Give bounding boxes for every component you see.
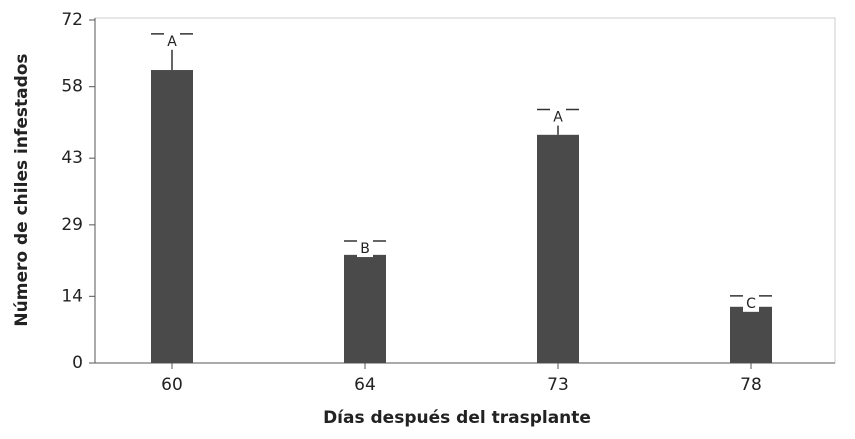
letter-bg xyxy=(550,107,566,126)
y-tick-label: 58 xyxy=(61,77,83,97)
significance-letter: C xyxy=(746,296,756,312)
letter-bg xyxy=(357,239,373,258)
plot-frame xyxy=(94,17,836,364)
y-tick-label: 29 xyxy=(61,215,83,235)
bar xyxy=(344,254,386,363)
y-tick-label: 14 xyxy=(61,286,83,306)
y-tick-label: 43 xyxy=(61,148,83,168)
letter-bg xyxy=(164,31,180,50)
x-tick-label: 60 xyxy=(161,375,183,395)
x-tick-label: 64 xyxy=(354,375,376,395)
significance-letter: A xyxy=(167,34,177,50)
bar xyxy=(730,306,772,363)
x-axis-title: Días después del trasplante xyxy=(323,408,591,428)
x-tick-label: 78 xyxy=(740,375,762,395)
letter-bg xyxy=(743,293,759,312)
bar xyxy=(537,134,579,363)
significance-letter: A xyxy=(553,110,563,126)
significance-letter: B xyxy=(360,241,370,257)
y-tick-label: 0 xyxy=(72,353,83,373)
y-axis-title: Número de chiles infestados xyxy=(12,53,32,326)
bar xyxy=(151,70,193,363)
y-tick-label: 72 xyxy=(61,10,83,30)
x-tick-label: 73 xyxy=(547,375,569,395)
